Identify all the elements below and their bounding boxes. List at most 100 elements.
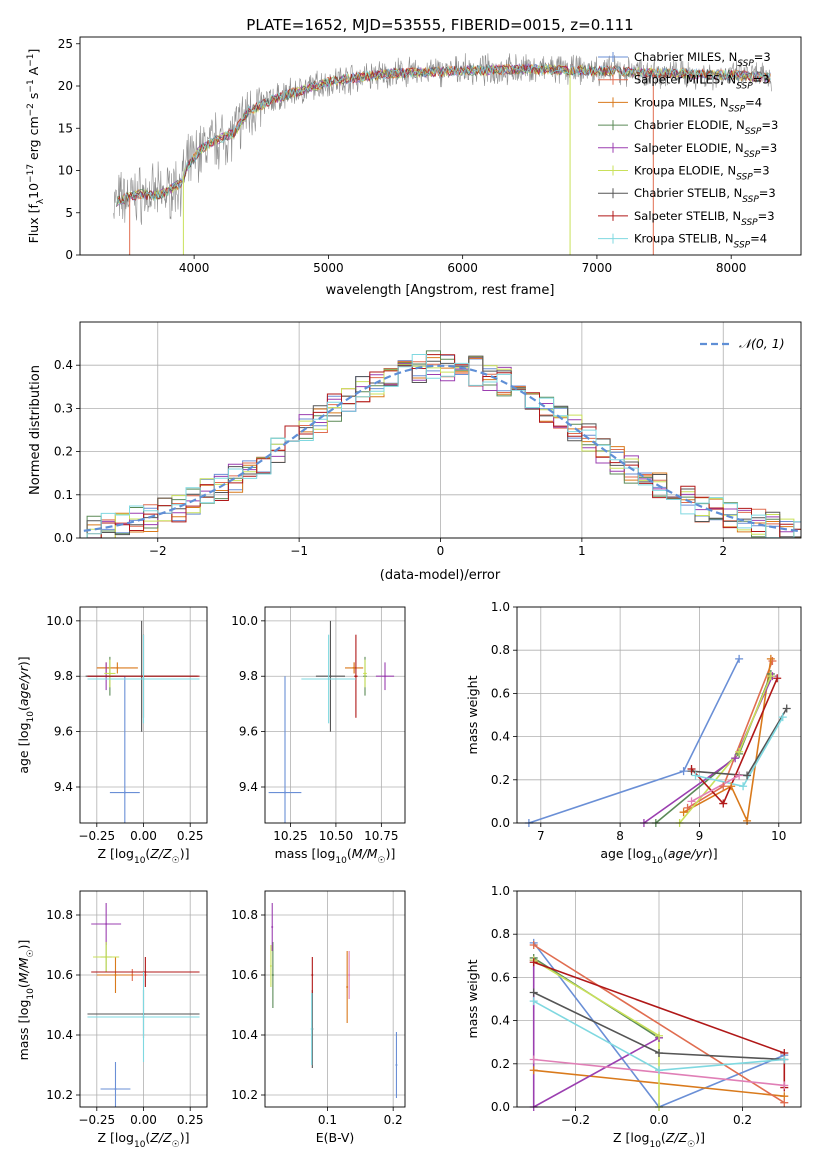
weight-line xyxy=(533,944,785,1104)
residuals-chart: −2 −1 0 1 2 0.0 0.1 0.2 0.3 0.4 𝒩(0, 1) (data-model… xyxy=(28,321,802,583)
x-tick-label: 1 xyxy=(578,544,586,558)
axes-frame xyxy=(79,890,208,1108)
y-axis-label: Normed distribution xyxy=(28,365,43,495)
y-tick-label: 0 xyxy=(65,248,73,262)
weight-line xyxy=(643,675,774,823)
grid xyxy=(265,891,405,1107)
data-point xyxy=(329,675,332,678)
figure-title: PLATE=1652, MJD=53555, FIBERID=0015, z=0… xyxy=(246,16,633,34)
x-tick-label: 7000 xyxy=(582,261,613,275)
x-tick-label: 0.25 xyxy=(177,829,204,843)
y-tick-label: 10 xyxy=(58,164,73,178)
x-tick-label: 10 xyxy=(771,829,786,843)
data-point xyxy=(284,791,286,794)
plot-area xyxy=(85,620,200,823)
data-point xyxy=(105,923,108,925)
x-tick-label: 6000 xyxy=(447,261,478,275)
weight-marker xyxy=(766,654,775,663)
model-spectrum xyxy=(115,64,771,207)
weight-marker xyxy=(655,1031,663,1040)
y-tick-label: 9.8 xyxy=(54,669,73,683)
weight-marker xyxy=(687,765,696,773)
axes-frame xyxy=(516,890,802,1108)
legend-entry: 𝒩(0, 1) xyxy=(739,336,785,351)
weight-marker xyxy=(780,1081,789,1090)
weight-marker xyxy=(731,754,740,763)
y-tick-label: 0.2 xyxy=(491,1057,510,1071)
normal-curve xyxy=(80,364,801,533)
x-axis-label: (data-model)/error xyxy=(380,568,501,583)
x-tick-label: 0.1 xyxy=(318,1113,337,1127)
data-point xyxy=(348,974,351,976)
legend-entry: Salpeter STELIB, NSSP=3 xyxy=(634,209,775,228)
y-tick-label: 10.8 xyxy=(46,908,73,922)
x-tick-label: 4000 xyxy=(179,261,210,275)
x-tick-label: 10.50 xyxy=(319,829,353,843)
axes-frame xyxy=(264,890,406,1108)
weight-marker xyxy=(679,767,688,776)
axes-frame xyxy=(79,606,208,824)
weight-marker xyxy=(782,704,791,713)
x-tick-label: −1 xyxy=(290,544,308,558)
y-tick-label: 0.2 xyxy=(54,445,73,459)
weight-marker xyxy=(529,988,538,997)
data-point xyxy=(116,666,119,669)
y-tick-label: 0.6 xyxy=(491,970,510,984)
weight-marker xyxy=(743,816,752,825)
x-tick-label: 8000 xyxy=(716,261,747,275)
weight-marker xyxy=(529,997,538,1006)
data-point xyxy=(310,1028,313,1030)
x-tick-label: 9 xyxy=(696,829,704,843)
x-tick-label: 0.00 xyxy=(130,829,157,843)
x-axis-label: E(B-V) xyxy=(316,1130,355,1145)
weight-marker xyxy=(735,747,744,756)
x-axis-label: age [log10(age/yr)] xyxy=(600,846,717,866)
x-axis-label: wavelength [Angstrom, rest frame] xyxy=(326,283,555,298)
y-tick-label: 10.8 xyxy=(231,908,258,922)
plot-area xyxy=(269,903,398,1098)
axes-frame xyxy=(79,321,802,539)
data-point xyxy=(123,791,126,794)
plot-area xyxy=(80,350,801,538)
y-tick-label: 10.2 xyxy=(231,1088,258,1102)
x-tick-label: 0.25 xyxy=(177,1113,204,1127)
y-tick-label: 1.0 xyxy=(491,884,510,898)
weight-line xyxy=(532,960,660,1107)
weight-marker xyxy=(529,958,538,967)
weight-marker xyxy=(780,1055,789,1064)
y-tick-label: 9.6 xyxy=(239,725,258,739)
weight-vs-age-chart: 7 8 9 10 0.0 0.2 0.4 0.6 0.8 1.0 age [log10(age/yr… xyxy=(465,600,802,866)
y-tick-label: 9.6 xyxy=(54,725,73,739)
plot-area xyxy=(268,620,395,823)
weight-marker xyxy=(529,941,538,949)
data-point xyxy=(114,1088,117,1090)
y-tick-label: 0.0 xyxy=(491,1100,510,1114)
weight-line xyxy=(533,942,785,1107)
y-axis-label: age [log10(age/yr)] xyxy=(16,656,36,773)
weight-marker xyxy=(529,1055,538,1064)
y-tick-label: 25 xyxy=(58,37,73,51)
y-tick-label: 0.4 xyxy=(54,358,73,372)
x-tick-label: 10.25 xyxy=(273,829,307,843)
weight-marker xyxy=(773,674,782,683)
weight-line xyxy=(655,673,772,823)
weight-marker xyxy=(739,782,748,791)
y-tick-label: 0.1 xyxy=(54,488,73,502)
data-point xyxy=(271,974,274,976)
plot-area xyxy=(113,53,772,255)
y-tick-label: 20 xyxy=(58,79,73,93)
data-point xyxy=(311,974,314,976)
legend-entry: Salpeter ELODIE, NSSP=3 xyxy=(634,141,777,160)
x-tick-label: 0.00 xyxy=(130,1113,157,1127)
x-tick-label: 7 xyxy=(537,829,545,843)
weight-marker xyxy=(655,1066,663,1075)
weight-marker xyxy=(735,771,744,780)
weight-marker xyxy=(719,799,728,808)
residual-histogram xyxy=(80,354,801,538)
age-vs-mass-chart: 10.25 10.50 10.75 9.4 9.6 9.8 10.0 mass [log10(… xyxy=(231,606,406,866)
x-axis-label: Z [log10(Z/Z☉)] xyxy=(98,846,190,866)
y-axis-label: Flux [fλ10−17 erg cm−2 s−1 A−1] xyxy=(26,49,46,244)
mass-vs-z-chart: −0.25 0.00 0.25 10.2 10.4 10.6 10.8 Z [log10(Z/… xyxy=(16,890,208,1150)
data-point xyxy=(364,672,366,675)
